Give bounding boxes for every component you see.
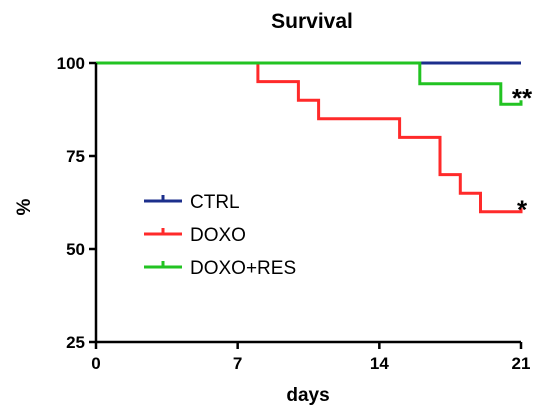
y-axis-label: % [14, 198, 35, 215]
series-line-doxo-res [96, 61, 523, 106]
x-tick-label: 14 [370, 354, 389, 373]
significance-annotation: * [517, 194, 528, 224]
y-tick-label: 25 [66, 333, 85, 352]
legend-label: CTRL [190, 192, 240, 213]
y-tick-label: 50 [66, 240, 85, 259]
x-tick-label: 7 [233, 354, 242, 373]
annotations: *** [512, 83, 533, 225]
legend: CTRL DOXO DOXO+RES [144, 192, 296, 279]
x-axis-label: days [286, 385, 329, 406]
x-tick-label: 21 [512, 354, 531, 373]
x-tick-label: 0 [91, 354, 100, 373]
series-layer [96, 61, 523, 214]
y-tick-label: 75 [66, 147, 85, 166]
chart-title: Survival [271, 10, 353, 33]
ticks-layer: 25 50 75 100 0 7 14 21 [57, 54, 531, 373]
series-line-doxo [96, 61, 523, 214]
legend-label: DOXO+RES [190, 258, 296, 279]
legend-label: DOXO [190, 225, 246, 246]
significance-annotation: ** [512, 83, 533, 113]
y-tick-label: 100 [57, 54, 85, 73]
